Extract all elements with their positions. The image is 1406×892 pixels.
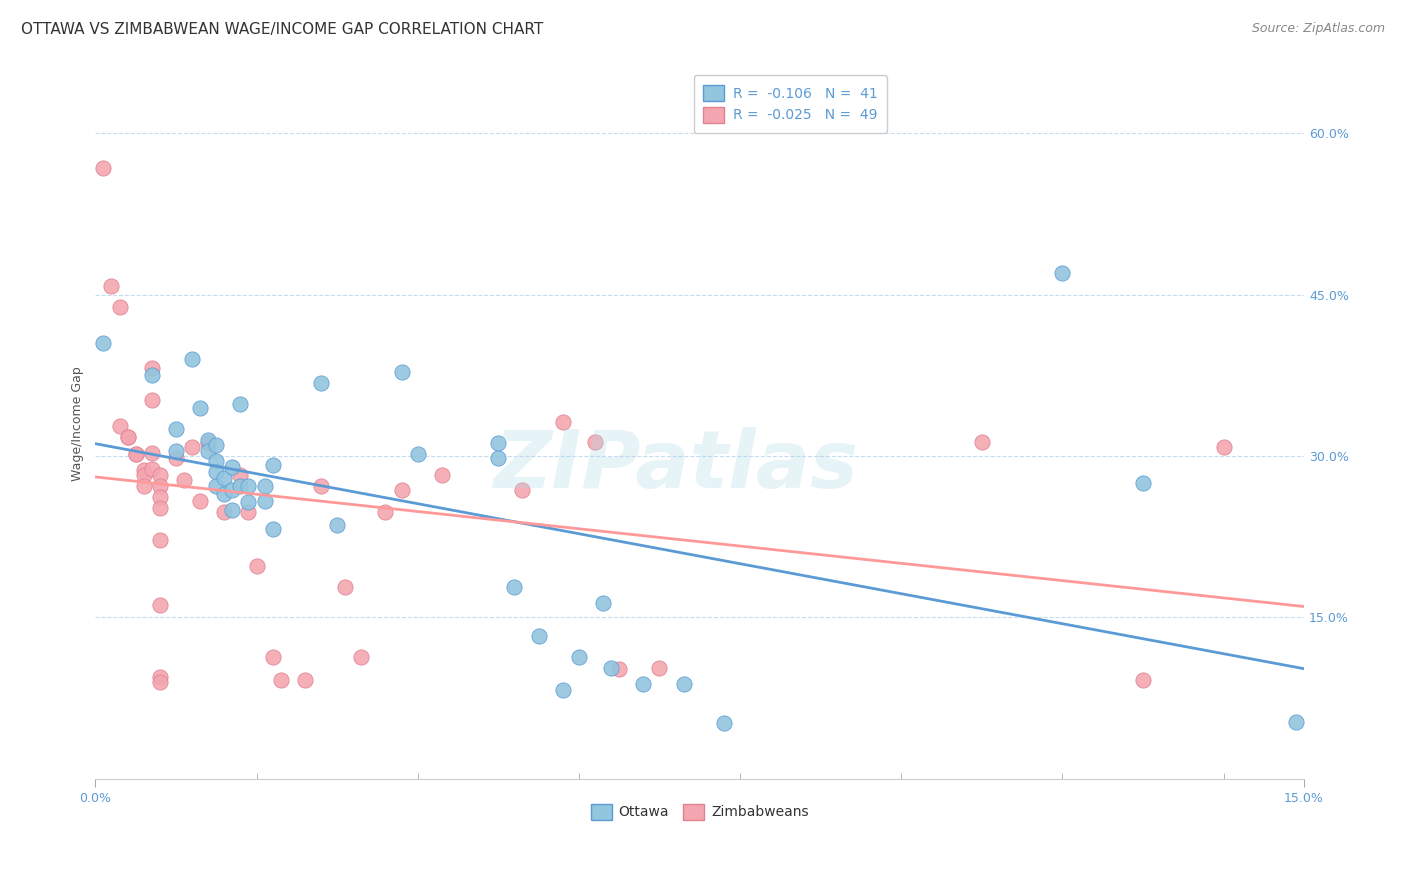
Ottawa <box>486 436 509 450</box>
Ottawa <box>592 597 614 611</box>
Zimbabweans <box>132 479 155 493</box>
Ottawa <box>238 495 260 509</box>
Ottawa <box>197 443 219 458</box>
Ottawa <box>188 401 211 415</box>
Zimbabweans <box>149 479 172 493</box>
Ottawa <box>262 522 284 536</box>
Zimbabweans <box>149 675 172 690</box>
Ottawa <box>205 454 228 468</box>
Ottawa <box>1285 714 1308 729</box>
Zimbabweans <box>141 360 163 375</box>
Ottawa <box>600 661 623 675</box>
Zimbabweans <box>374 505 396 519</box>
Ottawa <box>391 365 413 379</box>
Zimbabweans <box>173 473 195 487</box>
Zimbabweans <box>294 673 316 687</box>
Ottawa <box>633 677 655 691</box>
Zimbabweans <box>197 436 219 450</box>
Zimbabweans <box>391 483 413 498</box>
Ottawa <box>221 459 243 474</box>
Zimbabweans <box>350 650 373 665</box>
Ottawa <box>229 479 252 493</box>
Zimbabweans <box>583 435 606 450</box>
Zimbabweans <box>124 447 146 461</box>
Ottawa <box>503 580 526 594</box>
Zimbabweans <box>141 462 163 476</box>
Zimbabweans <box>238 505 260 519</box>
Text: OTTAWA VS ZIMBABWEAN WAGE/INCOME GAP CORRELATION CHART: OTTAWA VS ZIMBABWEAN WAGE/INCOME GAP COR… <box>21 22 543 37</box>
Zimbabweans <box>214 505 236 519</box>
Zimbabweans <box>333 580 356 594</box>
Zimbabweans <box>229 468 252 483</box>
Ottawa <box>181 352 204 367</box>
Zimbabweans <box>149 598 172 612</box>
Zimbabweans <box>512 483 534 498</box>
Ottawa <box>229 397 252 411</box>
Zimbabweans <box>117 429 139 443</box>
Ottawa <box>197 433 219 447</box>
Zimbabweans <box>188 494 211 508</box>
Zimbabweans <box>117 429 139 443</box>
Zimbabweans <box>108 418 131 433</box>
Ottawa <box>205 438 228 452</box>
Zimbabweans <box>607 662 630 676</box>
Zimbabweans <box>648 661 671 675</box>
Ottawa <box>486 451 509 466</box>
Ottawa <box>238 479 260 493</box>
Y-axis label: Wage/Income Gap: Wage/Income Gap <box>72 367 84 481</box>
Zimbabweans <box>1132 673 1154 687</box>
Zimbabweans <box>132 468 155 483</box>
Zimbabweans <box>149 670 172 684</box>
Zimbabweans <box>132 463 155 477</box>
Ottawa <box>713 715 735 730</box>
Zimbabweans <box>124 447 146 461</box>
Zimbabweans <box>149 500 172 515</box>
Ottawa <box>309 376 332 390</box>
Ottawa <box>165 443 187 458</box>
Ottawa <box>253 494 276 508</box>
Zimbabweans <box>245 558 267 573</box>
Zimbabweans <box>970 435 993 450</box>
Ottawa <box>1132 475 1154 490</box>
Zimbabweans <box>1212 441 1234 455</box>
Ottawa <box>406 447 429 461</box>
Zimbabweans <box>309 479 332 493</box>
Legend: Ottawa, Zimbabweans: Ottawa, Zimbabweans <box>585 798 814 825</box>
Ottawa <box>93 336 115 351</box>
Zimbabweans <box>262 650 284 665</box>
Ottawa <box>141 368 163 383</box>
Ottawa <box>262 458 284 472</box>
Ottawa <box>1052 266 1074 280</box>
Ottawa <box>205 465 228 479</box>
Zimbabweans <box>108 301 131 315</box>
Zimbabweans <box>93 161 115 175</box>
Ottawa <box>527 629 550 643</box>
Ottawa <box>214 470 236 484</box>
Zimbabweans <box>165 451 187 466</box>
Ottawa <box>326 517 349 532</box>
Ottawa <box>253 479 276 493</box>
Ottawa <box>568 650 591 665</box>
Ottawa <box>221 503 243 517</box>
Zimbabweans <box>100 279 122 293</box>
Text: Source: ZipAtlas.com: Source: ZipAtlas.com <box>1251 22 1385 36</box>
Zimbabweans <box>551 415 574 429</box>
Zimbabweans <box>149 468 172 483</box>
Zimbabweans <box>181 441 204 455</box>
Zimbabweans <box>149 490 172 504</box>
Zimbabweans <box>430 468 453 483</box>
Zimbabweans <box>141 392 163 407</box>
Ottawa <box>221 483 243 498</box>
Zimbabweans <box>149 533 172 547</box>
Text: ZIPatlas: ZIPatlas <box>494 427 858 506</box>
Ottawa <box>205 479 228 493</box>
Ottawa <box>672 677 695 691</box>
Ottawa <box>165 422 187 436</box>
Ottawa <box>551 682 574 697</box>
Zimbabweans <box>270 673 292 687</box>
Zimbabweans <box>141 446 163 460</box>
Ottawa <box>214 486 236 500</box>
